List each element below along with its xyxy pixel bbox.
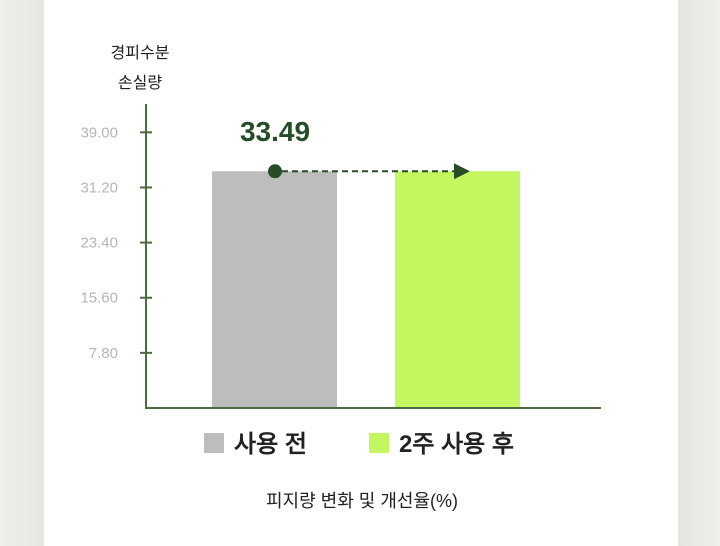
- chart-card: [44, 0, 678, 546]
- y-axis-label-line-2: 손실량: [118, 74, 162, 92]
- legend-label-before: 사용 전: [234, 431, 307, 458]
- y-axis-label-line-1: 경피수분: [111, 44, 170, 62]
- bar-after: [395, 171, 520, 408]
- legend-swatch-before: [204, 433, 224, 453]
- y-tick-label: 23.40: [80, 235, 118, 252]
- y-tick-label: 15.60: [80, 290, 118, 307]
- value-marker: [268, 164, 282, 179]
- page-edge-left: [0, 0, 44, 546]
- y-axis-ticks: 7.80 15.60 23.40 31.20 39.00: [80, 124, 152, 362]
- x-axis-label: 피지량 변화 및 개선율(%): [266, 491, 458, 511]
- bars: [212, 171, 520, 408]
- data-label-value: 33.49: [240, 116, 310, 147]
- legend-label-after: 2주 사용 후: [399, 431, 514, 458]
- bar-before: [212, 171, 337, 408]
- y-tick-label: 31.20: [80, 179, 118, 196]
- y-tick-label: 39.00: [80, 124, 118, 141]
- y-tick-label: 7.80: [89, 345, 118, 362]
- page-edge-right: [678, 0, 720, 546]
- legend-swatch-after: [369, 433, 389, 453]
